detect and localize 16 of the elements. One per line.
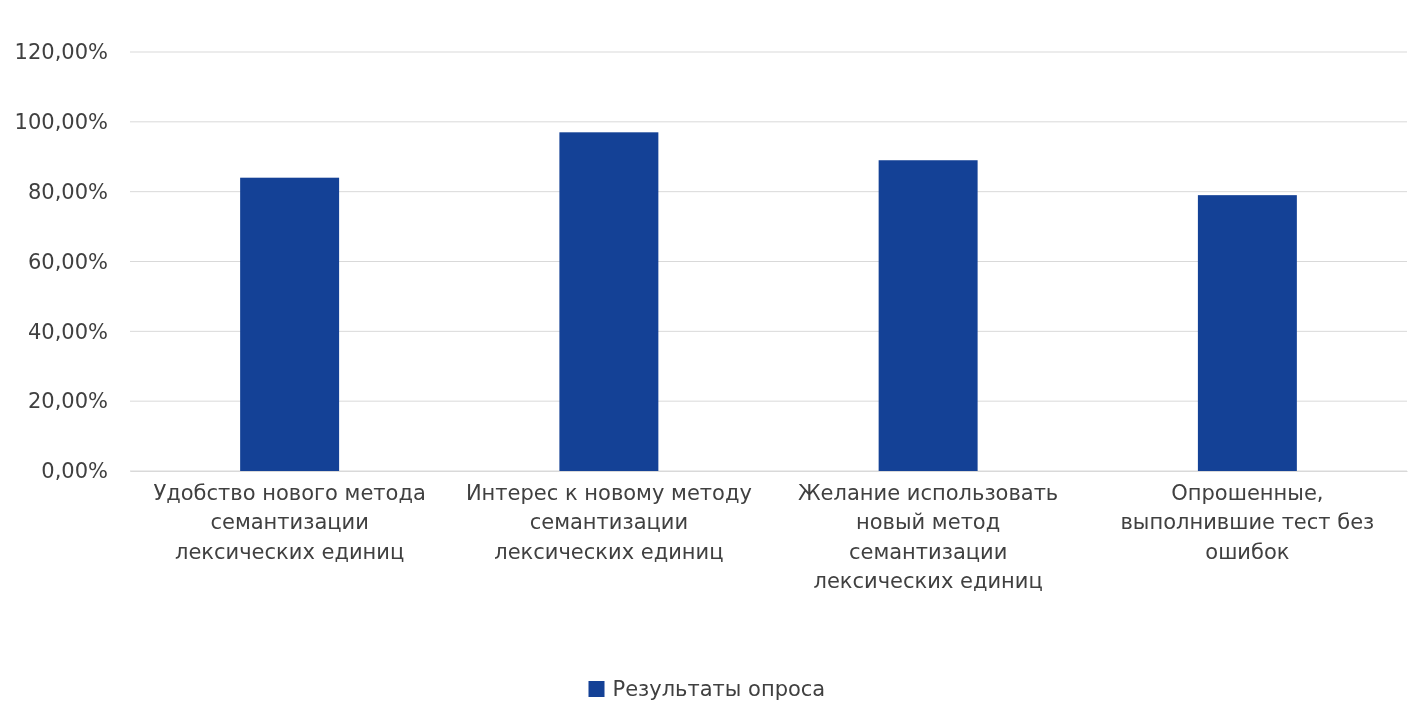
y-tick-label: 20,00% (27, 389, 108, 414)
x-tick-label: Интерес к новому методу семантизации лексических единиц (465, 480, 752, 564)
y-tick-label: 80,00% (27, 179, 108, 204)
y-tick-label: 120,00% (14, 40, 108, 65)
bar (1197, 195, 1297, 471)
y-tick-label: 0,00% (41, 459, 108, 484)
x-tick-label: Удобство нового метода семантизации лексических единиц (153, 480, 426, 564)
y-tick-label: 100,00% (14, 110, 108, 135)
y-tick-label: 60,00% (27, 249, 108, 274)
y-tick-label: 40,00% (27, 319, 108, 344)
x-tick-label: Желание использовать новый метод семантизации лексических единиц (798, 480, 1059, 594)
bar (878, 160, 978, 471)
bar (559, 132, 659, 471)
bar (240, 177, 340, 471)
x-tick-label: Опрошенные, выполнившие тест без ошибок (1120, 480, 1375, 564)
legend-label: Результаты опроса (612, 677, 826, 702)
